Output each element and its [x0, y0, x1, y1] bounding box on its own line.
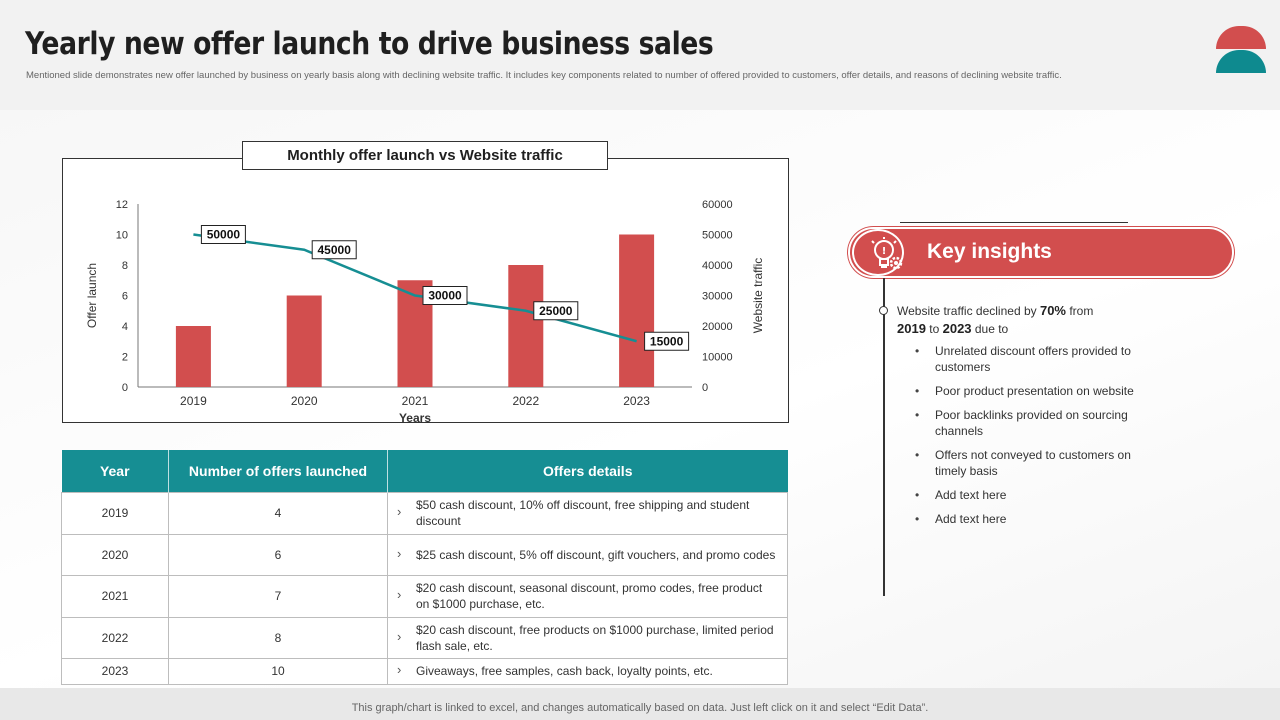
insight-lead-text: Website traffic declined by 70% from 201…	[897, 302, 1147, 338]
cell-count: 8	[168, 616, 388, 659]
x-tick-label: 2019	[180, 394, 207, 408]
cell-year: 2021	[61, 574, 169, 618]
list-item: Offers not conveyed to customers on time…	[915, 447, 1155, 479]
footer-note: This graph/chart is linked to excel, and…	[0, 688, 1280, 720]
y2-tick-label: 20000	[702, 321, 733, 333]
x-tick-label: 2020	[291, 394, 318, 408]
cell-count: 7	[168, 574, 388, 618]
list-item: Add text here	[915, 511, 1155, 527]
column-header-year: Year	[61, 450, 169, 492]
brand-logo	[1216, 26, 1266, 74]
cell-details: $20 cash discount, free products on $100…	[387, 616, 788, 659]
offers-table: Year Number of offers launched Offers de…	[61, 450, 788, 685]
insight-timeline-dot	[879, 306, 888, 315]
table-row: 2022 8 $20 cash discount, free products …	[61, 616, 788, 659]
bar-offer-launch	[508, 265, 544, 387]
cell-year: 2023	[61, 657, 169, 685]
y2-axis-title: Website traffic	[751, 258, 765, 334]
x-axis-title: Years	[399, 411, 431, 425]
y2-tick-label: 30000	[702, 291, 733, 303]
lead-suffix: due to	[971, 322, 1009, 336]
y2-tick-label: 60000	[702, 199, 733, 211]
lead-to-year: 2023	[942, 321, 972, 336]
bar-offer-launch	[619, 234, 655, 387]
y2-tick-label: 10000	[702, 352, 733, 364]
key-insights-banner	[848, 227, 1234, 278]
x-tick-label: 2022	[512, 394, 539, 408]
header-band	[0, 0, 1280, 110]
key-insights-title: Key insights	[927, 240, 1052, 263]
lead-to-word: to	[925, 322, 943, 336]
table-row: 2021 7 $20 cash discount, seasonal disco…	[61, 574, 788, 618]
logo-top-half	[1216, 26, 1266, 49]
cell-details: $50 cash discount, 10% off discount, fre…	[387, 491, 788, 535]
column-header-offer-details: Offers details	[387, 450, 788, 492]
cell-year: 2020	[61, 533, 169, 576]
y-axis-title: Offer launch	[85, 263, 99, 328]
y-tick-label: 8	[122, 260, 128, 272]
cell-count: 4	[168, 491, 388, 535]
bar-offer-launch	[175, 326, 211, 387]
lead-from-year: 2019	[897, 321, 926, 336]
list-item: Add text here	[915, 487, 1155, 503]
cell-count: 10	[168, 657, 388, 685]
y2-tick-label: 0	[702, 382, 708, 394]
cell-details: $25 cash discount, 5% off discount, gift…	[387, 533, 788, 576]
cell-count: 6	[168, 533, 388, 576]
data-label: 15000	[650, 334, 684, 348]
cell-details: Giveaways, free samples, cash back, loya…	[387, 657, 788, 685]
data-label-box	[200, 225, 246, 244]
table-header-row: Year Number of offers launched Offers de…	[61, 450, 788, 492]
svg-text:!: !	[882, 246, 887, 257]
y-tick-label: 12	[116, 199, 128, 211]
cell-details: $20 cash discount, seasonal discount, pr…	[387, 574, 788, 618]
list-item: Unrelated discount offers provided to cu…	[915, 343, 1155, 375]
insight-timeline-line	[883, 278, 885, 596]
page-title: Yearly new offer launch to drive busines…	[25, 26, 714, 62]
lead-prefix: Website traffic declined by	[897, 304, 1040, 318]
y-tick-label: 0	[122, 382, 128, 394]
insight-top-rule	[900, 222, 1128, 223]
chart-title: Monthly offer launch vs Website traffic	[242, 141, 608, 170]
x-tick-label: 2021	[402, 394, 429, 408]
table-row: 2023 10 Giveaways, free samples, cash ba…	[61, 657, 788, 685]
lightbulb-gear-icon: !	[871, 237, 903, 270]
data-label-box	[422, 286, 468, 305]
line-website-traffic	[193, 233, 637, 343]
data-label-box	[311, 240, 357, 260]
data-label: 45000	[318, 243, 352, 257]
list-item: Poor backlinks provided on sourcing chan…	[915, 407, 1155, 439]
lead-mid: from	[1066, 304, 1094, 318]
y-tick-label: 10	[116, 230, 128, 242]
data-label: 50000	[207, 228, 241, 242]
y2-tick-label: 40000	[702, 260, 733, 272]
x-tick-label: 2023	[623, 394, 650, 408]
y-tick-label: 4	[122, 321, 128, 333]
combo-chart[interactable]: 0 2 4 6 8 10 12 0 10000 20000 30000 40000 50000 60000…	[62, 158, 789, 425]
cell-year: 2022	[61, 616, 169, 659]
y-tick-label: 6	[122, 291, 128, 303]
lead-percentage: 70%	[1039, 303, 1066, 318]
column-header-offers-count: Number of offers launched	[168, 450, 388, 492]
data-label: 25000	[539, 304, 573, 318]
bar-offer-launch	[286, 295, 322, 387]
table-row: 2020 6 $25 cash discount, 5% off discoun…	[61, 533, 788, 576]
table-row: 2019 4 $50 cash discount, 10% off discou…	[61, 491, 788, 535]
y2-tick-label: 50000	[702, 230, 733, 242]
cell-year: 2019	[61, 491, 169, 535]
y-tick-label: 2	[122, 352, 128, 364]
data-label: 30000	[428, 289, 462, 303]
data-label-box	[644, 331, 690, 351]
list-item: Poor product presentation on website	[915, 383, 1155, 399]
insight-bullet-list: Unrelated discount offers provided to cu…	[915, 343, 1155, 535]
page-subtitle: Mentioned slide demonstrates new offer l…	[26, 70, 1062, 81]
data-label-box	[533, 301, 579, 321]
logo-bottom-half	[1216, 50, 1266, 73]
